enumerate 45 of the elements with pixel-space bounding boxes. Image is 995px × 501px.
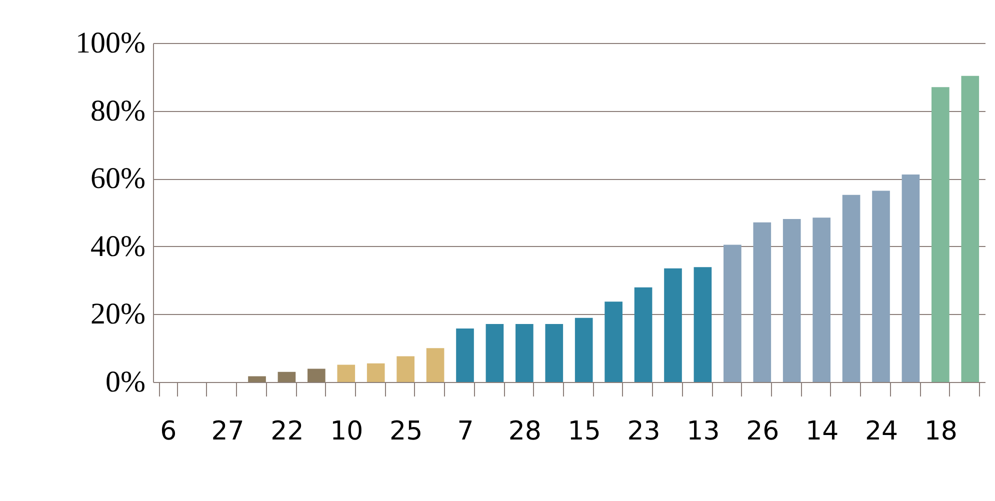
x-tick-label: 25 [390,416,423,446]
bar [902,174,920,382]
y-tick-label: 80% [90,94,146,128]
bar [932,87,950,382]
y-tick-label: 0% [106,366,146,398]
x-tick-label: 26 [746,416,780,446]
bar [308,368,326,382]
x-tick-label: 13 [686,416,720,446]
bar [426,348,444,382]
bar [604,302,622,382]
x-tick-label: 24 [864,416,898,446]
bar [337,364,356,382]
bar [961,76,980,382]
bar [694,267,712,382]
y-tick-label: 20% [90,298,146,331]
x-tick-label: 23 [627,416,660,446]
bar [545,324,564,382]
bar [366,363,385,382]
bar [574,318,593,382]
x-tick-label: 22 [270,416,304,446]
bar [486,324,504,382]
bar [248,376,266,382]
bar [396,356,414,382]
x-tick-label: 18 [924,416,958,446]
x-tick-label: 28 [508,416,542,446]
x-tick-label: 14 [806,416,839,446]
bar [812,218,830,382]
x-tick-label: 10 [330,416,364,446]
bar [842,194,860,382]
bar [516,324,534,382]
y-tick-label: 40% [90,230,146,263]
bar [753,222,772,382]
x-tick-label: 6 [160,416,177,446]
bar [724,244,742,382]
y-tick-label: 60% [90,162,146,196]
bar [278,372,296,382]
bar [664,268,682,382]
x-tick-label: 27 [211,416,244,446]
x-tick-label: 7 [457,416,474,446]
bar [634,287,652,382]
bar [456,328,474,382]
bar [782,218,801,382]
y-tick-label: 100% [76,26,146,60]
x-tick-label: 15 [568,416,601,446]
bar [872,190,890,382]
